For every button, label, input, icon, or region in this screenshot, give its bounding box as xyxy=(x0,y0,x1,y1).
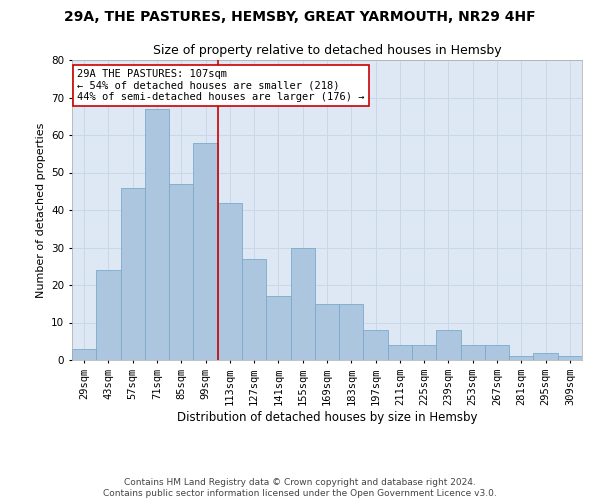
Bar xyxy=(266,296,290,360)
Title: Size of property relative to detached houses in Hemsby: Size of property relative to detached ho… xyxy=(152,44,502,58)
Text: Contains HM Land Registry data © Crown copyright and database right 2024.
Contai: Contains HM Land Registry data © Crown c… xyxy=(103,478,497,498)
Bar xyxy=(169,184,193,360)
Bar xyxy=(315,304,339,360)
Bar xyxy=(72,349,96,360)
Y-axis label: Number of detached properties: Number of detached properties xyxy=(35,122,46,298)
Bar xyxy=(145,109,169,360)
Bar xyxy=(193,142,218,360)
Bar xyxy=(364,330,388,360)
Bar xyxy=(121,188,145,360)
Bar xyxy=(290,248,315,360)
Bar xyxy=(339,304,364,360)
Bar xyxy=(412,345,436,360)
Text: 29A THE PASTURES: 107sqm
← 54% of detached houses are smaller (218)
44% of semi-: 29A THE PASTURES: 107sqm ← 54% of detach… xyxy=(77,69,365,102)
X-axis label: Distribution of detached houses by size in Hemsby: Distribution of detached houses by size … xyxy=(177,410,477,424)
Bar xyxy=(436,330,461,360)
Bar xyxy=(461,345,485,360)
Bar xyxy=(96,270,121,360)
Bar xyxy=(485,345,509,360)
Bar xyxy=(533,352,558,360)
Bar xyxy=(218,202,242,360)
Bar xyxy=(388,345,412,360)
Bar xyxy=(509,356,533,360)
Bar xyxy=(558,356,582,360)
Bar xyxy=(242,259,266,360)
Text: 29A, THE PASTURES, HEMSBY, GREAT YARMOUTH, NR29 4HF: 29A, THE PASTURES, HEMSBY, GREAT YARMOUT… xyxy=(64,10,536,24)
